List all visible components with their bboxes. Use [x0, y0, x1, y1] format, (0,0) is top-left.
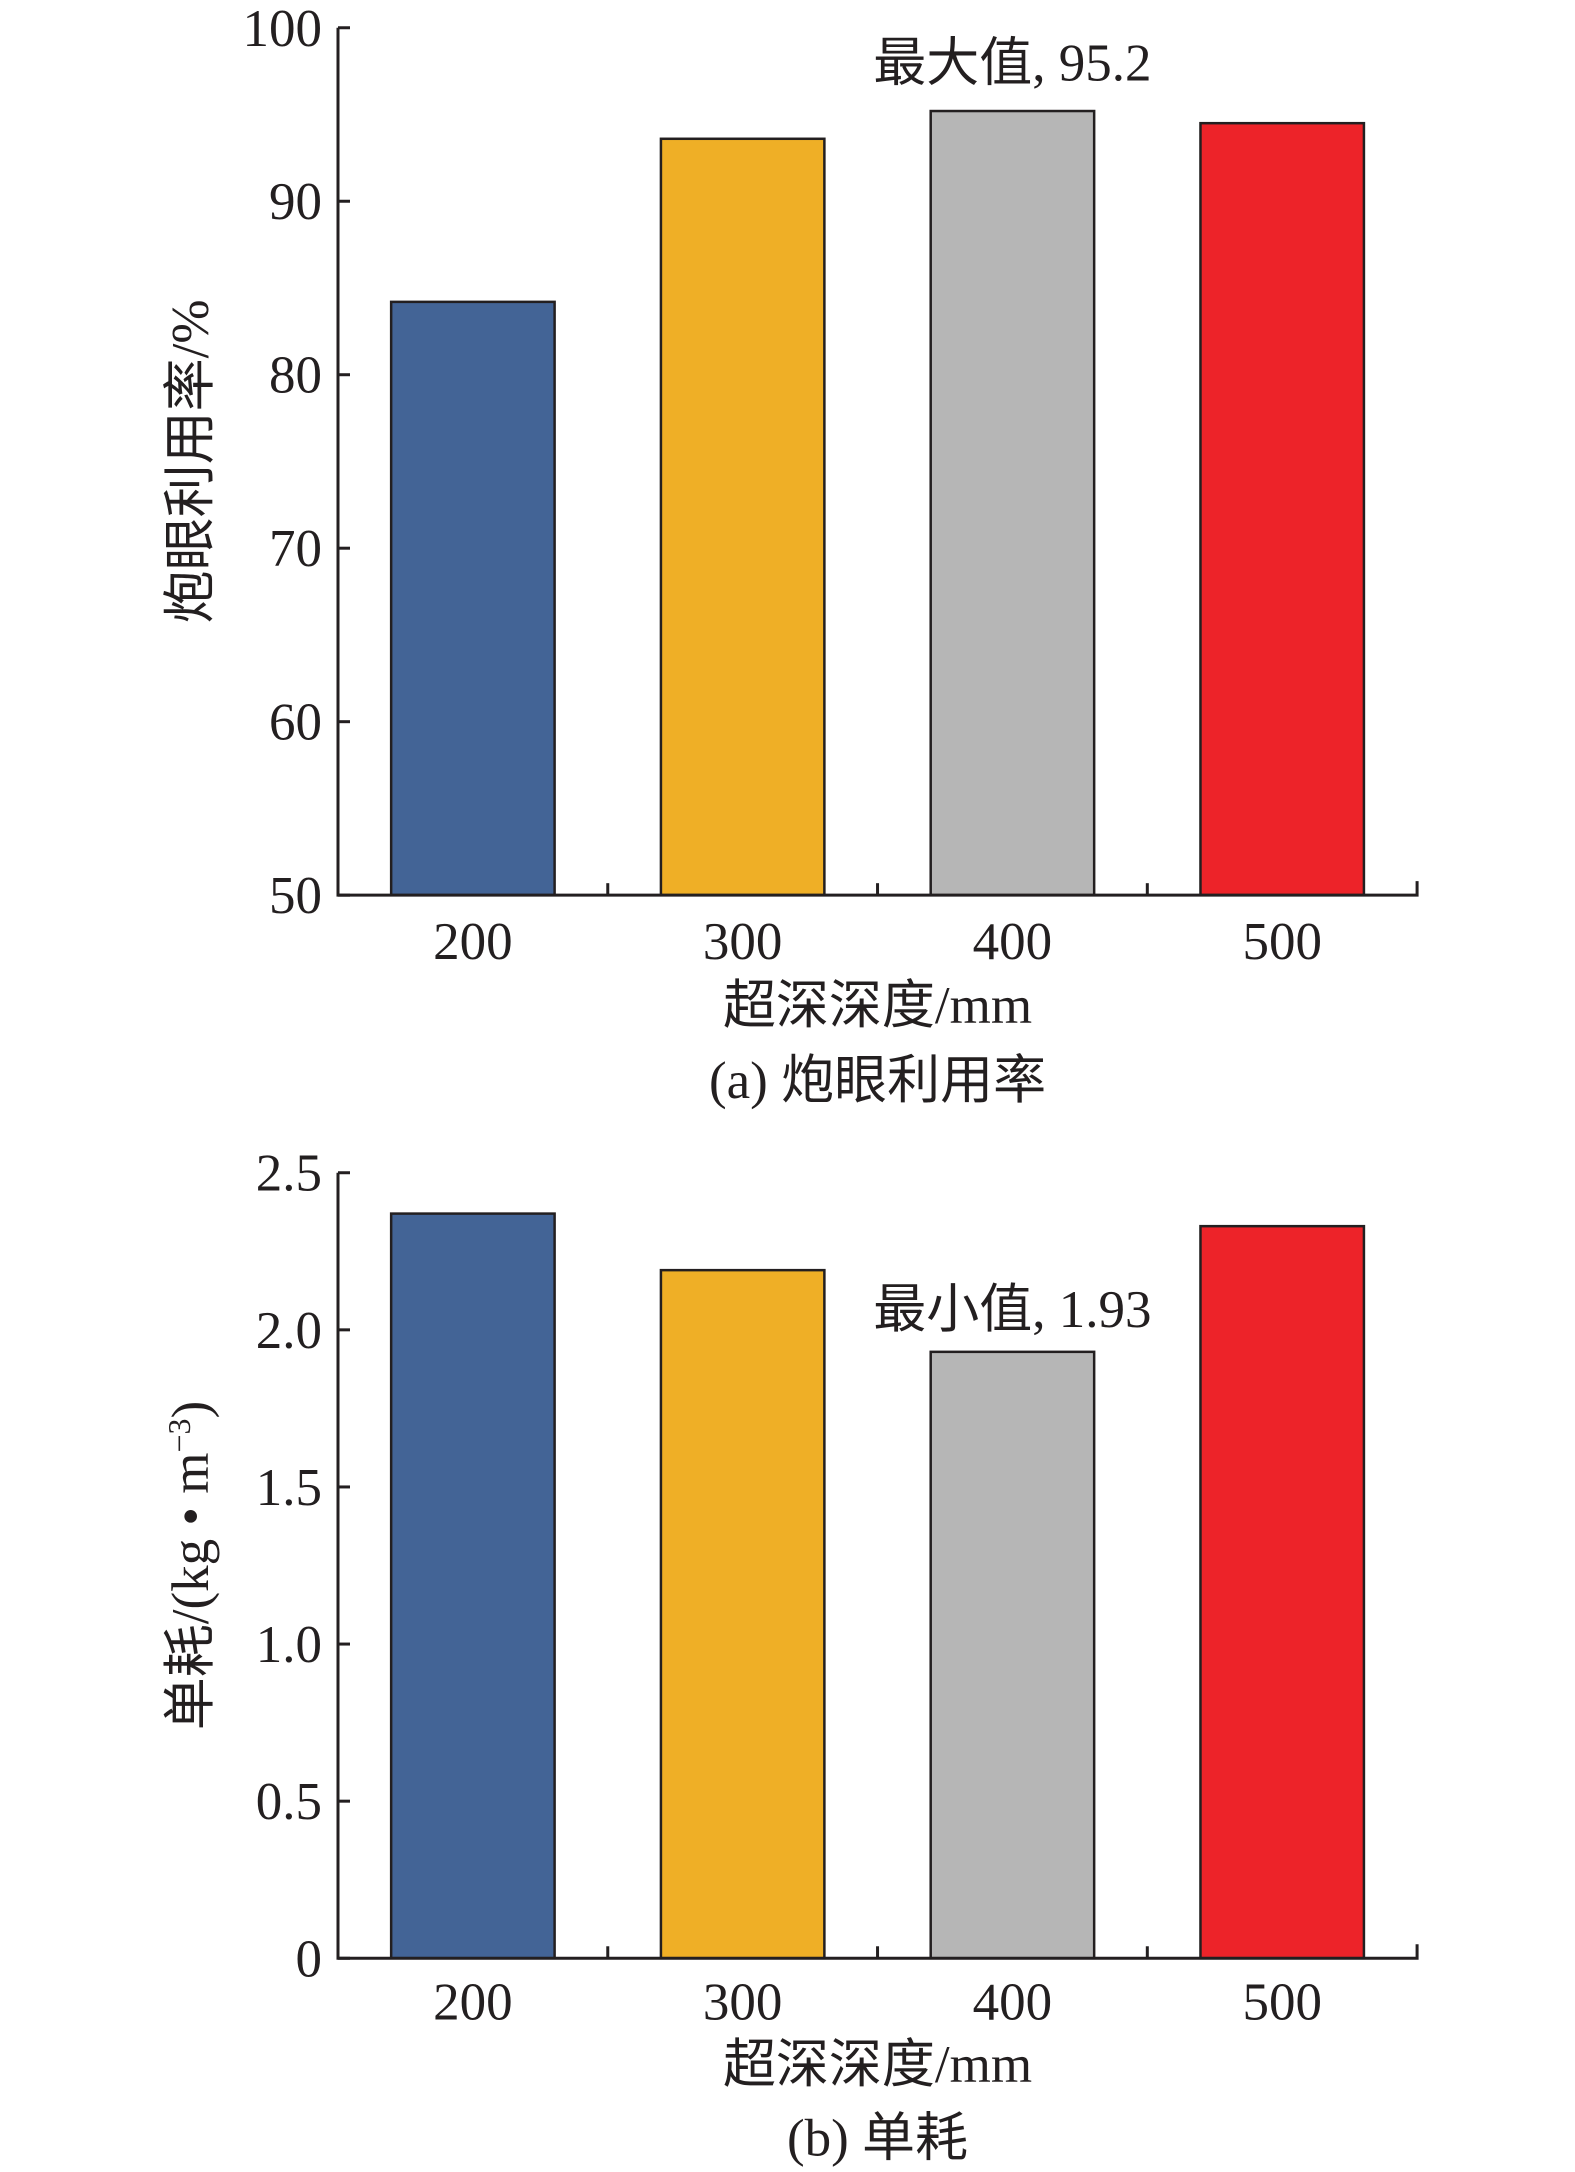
x-tick-label-300: 300: [703, 913, 783, 971]
x-tick-label-400: 400: [973, 913, 1053, 971]
bar-500: [1199, 1224, 1366, 1960]
bar-400: [929, 1350, 1096, 1960]
y-tick-label: 80: [269, 347, 322, 405]
y-tick-label: 90: [269, 173, 322, 231]
bar-300: [659, 1268, 826, 1960]
x-axis-title: 超深深度/mm: [723, 2036, 1032, 2094]
chart-eye-utilization: 50 60 70 80 90 100 200 300 400 500 最大值, 95.2 炮眼利…: [162, 0, 1419, 1110]
y-ticks-group: 0 0.5 1.0 1.5 2.0 2.5: [256, 1145, 350, 1988]
bar-500: [1199, 121, 1366, 897]
x-axis-title: 超深深度/mm: [723, 977, 1032, 1035]
max-value-annotation: 最大值, 95.2: [873, 34, 1151, 92]
y-tick-label: 0: [295, 1930, 322, 1988]
y-axis-title: 炮眼利用率/%: [162, 300, 220, 624]
y-tick-label: 2.0: [256, 1302, 322, 1360]
bar-300: [659, 137, 826, 897]
y-tick-label: 100: [242, 0, 322, 58]
bars-group: [389, 109, 1366, 897]
x-tick-label-300: 300: [703, 1973, 783, 2031]
axes-frame: [336, 27, 1419, 897]
y-tick-label: 1.5: [256, 1459, 322, 1517]
y-axis-title-close: ): [162, 1401, 220, 1419]
chart-unit-consumption: 00.51.01.52.02.5 200 300 400 500 最小值, 1.93 …: [161, 1145, 1419, 2167]
chart-caption: (a) 炮眼利用率: [709, 1052, 1046, 1110]
x-ticks-group: 200 300 400 500: [433, 883, 1322, 971]
bar-200: [389, 300, 556, 897]
chart-caption: (b) 单耗: [787, 2109, 968, 2167]
y-tick-label: 2.5: [256, 1145, 322, 1203]
y-ticks-group: 50 60 70 80 90 100: [242, 0, 350, 925]
bar-400: [929, 109, 1096, 897]
y-tick-label: 0.5: [256, 1773, 322, 1831]
x-tick-label-200: 200: [433, 1973, 513, 2031]
y-axis-title: 单耗/(kg • m−3): [161, 1401, 220, 1730]
axes-frame: [336, 1172, 1419, 1960]
bars-group: [389, 1212, 1366, 1960]
y-axis-title-superscript: −3: [161, 1418, 197, 1452]
x-tick-label-400: 400: [973, 1973, 1053, 2031]
y-axis-title-main: 单耗/(kg • m: [162, 1453, 220, 1731]
bar-200: [389, 1212, 556, 1960]
x-tick-label-500: 500: [1242, 1973, 1322, 2031]
y-tick-label: 70: [269, 520, 322, 578]
x-ticks-group: 200 300 400 500: [433, 1946, 1322, 2031]
y-tick-label: 60: [269, 694, 322, 752]
y-tick-label: 1.0: [256, 1616, 322, 1674]
x-tick-label-500: 500: [1242, 913, 1322, 971]
y-tick-label: 50: [269, 867, 322, 925]
min-value-annotation: 最小值, 1.93: [873, 1281, 1151, 1339]
x-tick-label-200: 200: [433, 913, 513, 971]
